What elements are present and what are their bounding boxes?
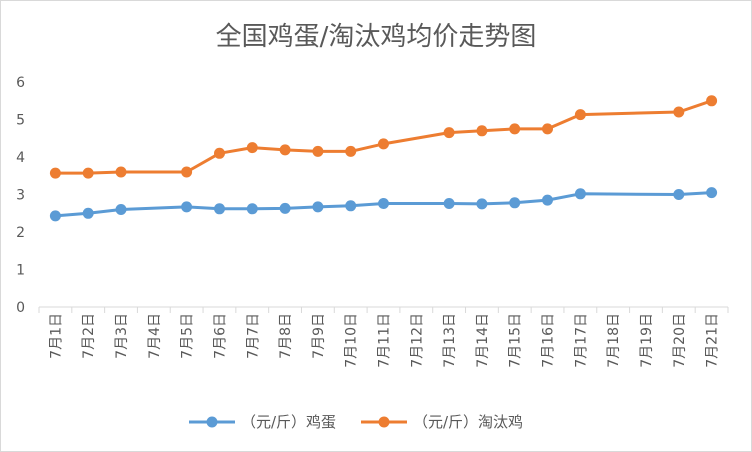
x-tick-label: 7月2日 [81, 313, 97, 359]
chart-axes: 0 1 2 3 4 5 6 7月1日 7月2日 7月3日 7月4日 7月5日 7月6日 7月7日 7月8日 7… [16, 75, 729, 368]
data-point-1 [115, 204, 127, 215]
series-line-2 [53, 99, 714, 175]
data-point-2 [345, 145, 357, 157]
x-tick-label: 7月10日 [344, 313, 360, 368]
data-point-2 [443, 127, 455, 139]
x-tick-label: 7月12日 [409, 313, 425, 368]
x-tick-label: 7月14日 [475, 313, 491, 368]
data-point-2 [49, 167, 61, 179]
data-point-1 [181, 201, 193, 213]
x-tick-label: 7月20日 [672, 313, 688, 368]
data-point-2 [214, 147, 225, 159]
data-point-2 [312, 145, 324, 157]
legend-item-egg: （元/斤）鸡蛋 [189, 413, 336, 431]
data-point-1 [49, 210, 61, 222]
y-tick-label: 4 [16, 150, 25, 166]
y-tick-label: 0 [16, 300, 25, 316]
x-tick-label: 7月11日 [377, 313, 393, 368]
chart-title: 全国鸡蛋/淘汰鸡均价走势图 [216, 22, 537, 52]
data-point-2 [246, 142, 258, 154]
data-point-1 [443, 198, 455, 209]
x-tick-label: 7月18日 [606, 313, 622, 368]
data-point-2 [115, 166, 127, 178]
data-point-1 [673, 189, 685, 200]
legend-label: （元/斤）鸡蛋 [241, 413, 336, 431]
data-point-2 [574, 109, 586, 121]
x-tick-label: 7月8日 [278, 313, 294, 359]
chart-legend: （元/斤）鸡蛋 （元/斤）淘汰鸡 [189, 413, 523, 431]
x-tick-label: 7月6日 [212, 313, 228, 359]
data-point-2 [476, 125, 488, 137]
data-point-2 [542, 123, 553, 135]
y-tick-label: 2 [16, 225, 25, 241]
x-tick-label: 7月5日 [180, 313, 196, 359]
data-point-2 [706, 95, 718, 107]
y-tick-label: 6 [16, 75, 25, 91]
y-tick-label: 3 [16, 188, 25, 204]
data-point-2 [378, 138, 389, 150]
x-tick-label: 7月1日 [48, 313, 64, 359]
data-point-1 [509, 197, 521, 209]
x-tick-label: 7月7日 [245, 313, 261, 359]
data-point-1 [574, 188, 586, 200]
data-point-1 [542, 194, 553, 206]
x-tick-label: 7月3日 [114, 313, 130, 359]
data-point-2 [279, 144, 291, 156]
data-point-2 [181, 166, 193, 178]
data-point-2 [509, 123, 521, 135]
data-point-1 [82, 207, 94, 219]
data-point-1 [312, 201, 324, 213]
legend-item-spent-hen: （元/斤）淘汰鸡 [361, 413, 523, 431]
data-point-1 [706, 187, 718, 199]
x-tick-label: 7月4日 [147, 313, 163, 359]
data-point-1 [476, 198, 488, 210]
data-point-2 [82, 167, 94, 179]
x-tick-label: 7月17日 [573, 313, 589, 368]
x-tick-label: 7月15日 [508, 313, 524, 368]
x-tick-label: 7月9日 [311, 313, 327, 359]
data-point-1 [378, 198, 389, 209]
data-point-2 [673, 106, 685, 118]
legend-label: （元/斤）淘汰鸡 [413, 413, 523, 431]
y-tick-label: 5 [16, 113, 25, 129]
x-tick-label: 7月16日 [541, 313, 557, 368]
x-tick-label: 7月19日 [639, 313, 655, 368]
y-tick-label: 1 [16, 263, 25, 279]
series-layer [49, 95, 718, 222]
data-point-1 [279, 202, 291, 214]
x-tick-label: 7月21日 [705, 313, 721, 368]
data-point-1 [246, 203, 258, 215]
legend-marker [378, 416, 390, 428]
x-tick-label: 7月13日 [442, 313, 458, 368]
data-point-1 [214, 203, 225, 215]
legend-marker [206, 416, 218, 428]
data-point-1 [345, 200, 357, 212]
